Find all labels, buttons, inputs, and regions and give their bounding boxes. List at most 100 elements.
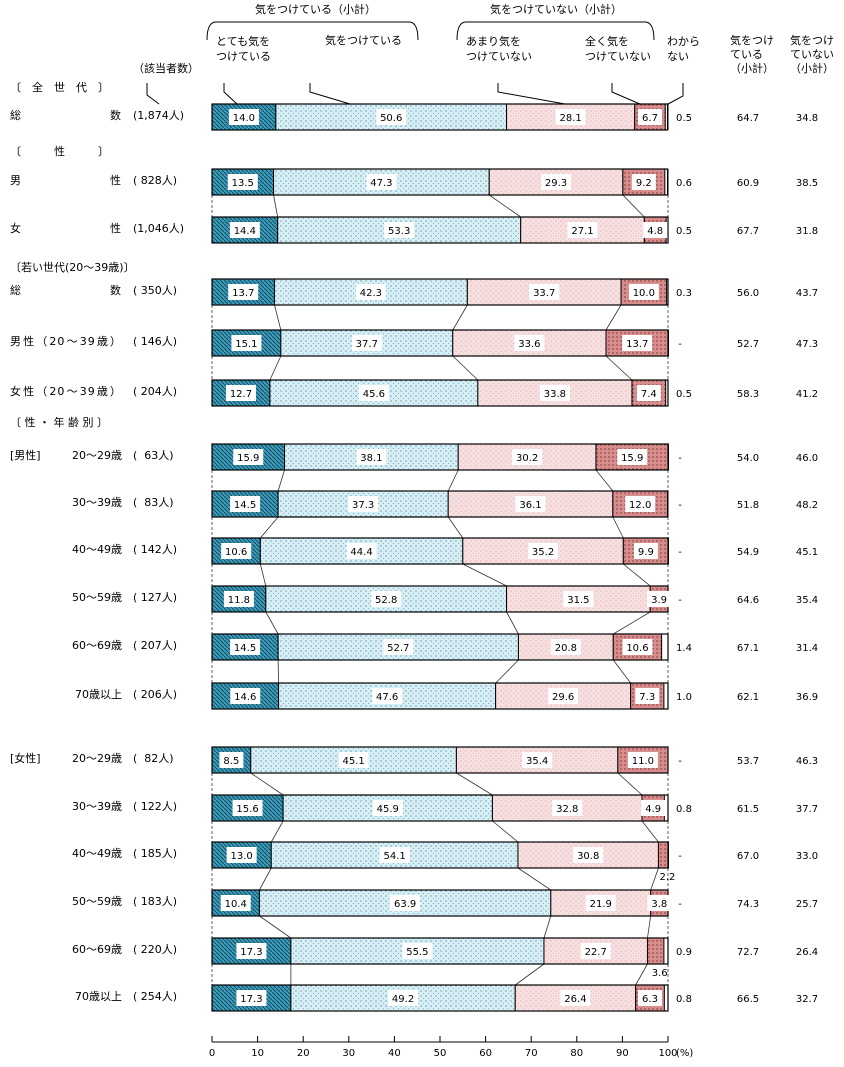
subtotal-aware: 67.7 xyxy=(737,226,759,237)
data-label-bg xyxy=(356,449,387,465)
row-label: 40～49歳 xyxy=(72,543,122,556)
data-label-bg xyxy=(348,496,379,512)
data-label-aware: 47.6 xyxy=(376,692,398,703)
data-label-bg xyxy=(220,895,251,911)
data-label-bg xyxy=(366,174,397,190)
row-respondents: ( 183人) xyxy=(133,895,178,908)
row-respondents: (1,046人) xyxy=(133,222,185,235)
connector-line xyxy=(259,915,292,939)
data-label-bg xyxy=(371,591,402,607)
data-label-aware: 53.3 xyxy=(388,226,410,237)
connector-line xyxy=(273,194,279,218)
row-respondents: ( 127人) xyxy=(133,591,178,604)
data-label-not-aware-at-all: 10.6 xyxy=(626,643,648,654)
data-label-bg xyxy=(226,847,257,863)
data-label-not-very-aware: 28.1 xyxy=(560,113,582,124)
connector-line xyxy=(622,194,645,218)
row-respondents: ( 254人) xyxy=(133,990,178,1003)
x-tick-label: 60 xyxy=(479,1048,492,1059)
subtotal-aware: 51.8 xyxy=(737,500,759,511)
row-label: 20～29歳 xyxy=(72,449,122,462)
data-label-bg xyxy=(236,943,267,959)
subtotal-unaware: 34.8 xyxy=(796,113,818,124)
data-label-bg xyxy=(552,800,583,816)
data-label-not-aware-at-all: 6.7 xyxy=(642,113,658,124)
row-respondents: ( 185人) xyxy=(133,847,178,860)
data-label-bg xyxy=(346,543,377,559)
data-label-bg xyxy=(227,174,258,190)
data-label-dont-know: - xyxy=(678,500,682,511)
data-label-not-aware-at-all: 4.8 xyxy=(647,226,663,237)
row-label: 女性（20～39歳） xyxy=(10,385,122,398)
data-label-not-very-aware: 22.7 xyxy=(585,947,607,958)
data-label-not-aware-at-all: 3.9 xyxy=(651,595,667,606)
row-label: 70歳以上 xyxy=(75,990,122,1003)
subtotal-unaware: 45.1 xyxy=(796,547,818,558)
row-respondents: ( 206人) xyxy=(133,688,178,701)
connector-line xyxy=(260,516,279,539)
data-label-aware: 42.3 xyxy=(360,288,382,299)
connector-line xyxy=(613,611,651,635)
data-label-aware: 38.1 xyxy=(360,453,382,464)
x-axis-unit: (%) xyxy=(676,1048,693,1059)
legend-dont-know: わから ない xyxy=(667,35,700,63)
connector-line xyxy=(635,963,648,986)
subtotal-unaware: 41.2 xyxy=(796,389,818,400)
x-tick-label: 20 xyxy=(297,1048,310,1059)
row-respondents: ( 63人) xyxy=(133,449,174,462)
data-label-bg xyxy=(637,109,662,125)
data-label-bg xyxy=(351,335,382,351)
connector-line xyxy=(515,963,545,986)
connector-line xyxy=(447,469,459,492)
data-label-aware: 55.5 xyxy=(406,947,428,958)
data-label-bg xyxy=(225,385,256,401)
data-label-bg xyxy=(636,385,661,401)
data-label-not-aware-at-all: 2.2 xyxy=(659,872,675,883)
data-label-very-aware: 12.7 xyxy=(230,389,252,400)
data-label-very-aware: 11.8 xyxy=(228,595,250,606)
connector-line xyxy=(452,304,468,331)
data-label-bg xyxy=(231,335,262,351)
data-label-bg xyxy=(230,496,261,512)
data-label-aware: 45.1 xyxy=(342,756,364,767)
data-label-not-aware-at-all: 7.3 xyxy=(639,692,655,703)
legend-aware: 気をつけている xyxy=(325,34,402,47)
row-label: 20～29歳 xyxy=(72,752,122,765)
data-label-bg xyxy=(627,752,658,768)
connector-line xyxy=(492,820,519,843)
row-label: 70歳以上 xyxy=(75,688,122,701)
data-label-not-very-aware: 30.8 xyxy=(577,851,599,862)
data-label-not-very-aware: 33.6 xyxy=(518,339,540,350)
data-label-not-very-aware: 29.3 xyxy=(545,178,567,189)
data-label-bg xyxy=(232,800,263,816)
subtotal-unaware: 35.4 xyxy=(796,595,818,606)
connector-line xyxy=(612,516,624,539)
data-label-aware: 63.9 xyxy=(394,899,416,910)
data-label-not-very-aware: 33.7 xyxy=(533,288,555,299)
data-label-not-very-aware: 21.9 xyxy=(590,899,612,910)
data-label-very-aware: 14.4 xyxy=(234,226,256,237)
connector-line xyxy=(517,867,552,891)
data-label-bg xyxy=(631,174,656,190)
connector-line xyxy=(612,659,631,684)
connector-line xyxy=(270,820,284,843)
data-label-dont-know: - xyxy=(678,547,682,558)
data-label-not-very-aware: 27.1 xyxy=(571,226,593,237)
connector-line xyxy=(650,867,659,891)
data-label-bg xyxy=(622,335,653,351)
data-label-bg xyxy=(338,752,369,768)
data-label-bg xyxy=(633,543,658,559)
data-label-not-very-aware: 30.2 xyxy=(516,453,538,464)
header-subtotal-unaware: 気をつけ ていない （小計） xyxy=(790,34,834,75)
row-respondents: ( 350人) xyxy=(133,284,178,297)
row-label: 男性 xyxy=(10,174,122,187)
x-tick-label: 70 xyxy=(525,1048,538,1059)
connector-line xyxy=(617,772,643,796)
x-tick-label: 40 xyxy=(388,1048,401,1059)
data-label-dont-know: 1.4 xyxy=(676,643,692,654)
data-label-dont-know: 0.3 xyxy=(676,288,692,299)
data-label-not-aware-at-all: 15.9 xyxy=(621,453,643,464)
subtotal-unaware: 46.3 xyxy=(796,756,818,767)
data-label-very-aware: 14.5 xyxy=(234,643,256,654)
